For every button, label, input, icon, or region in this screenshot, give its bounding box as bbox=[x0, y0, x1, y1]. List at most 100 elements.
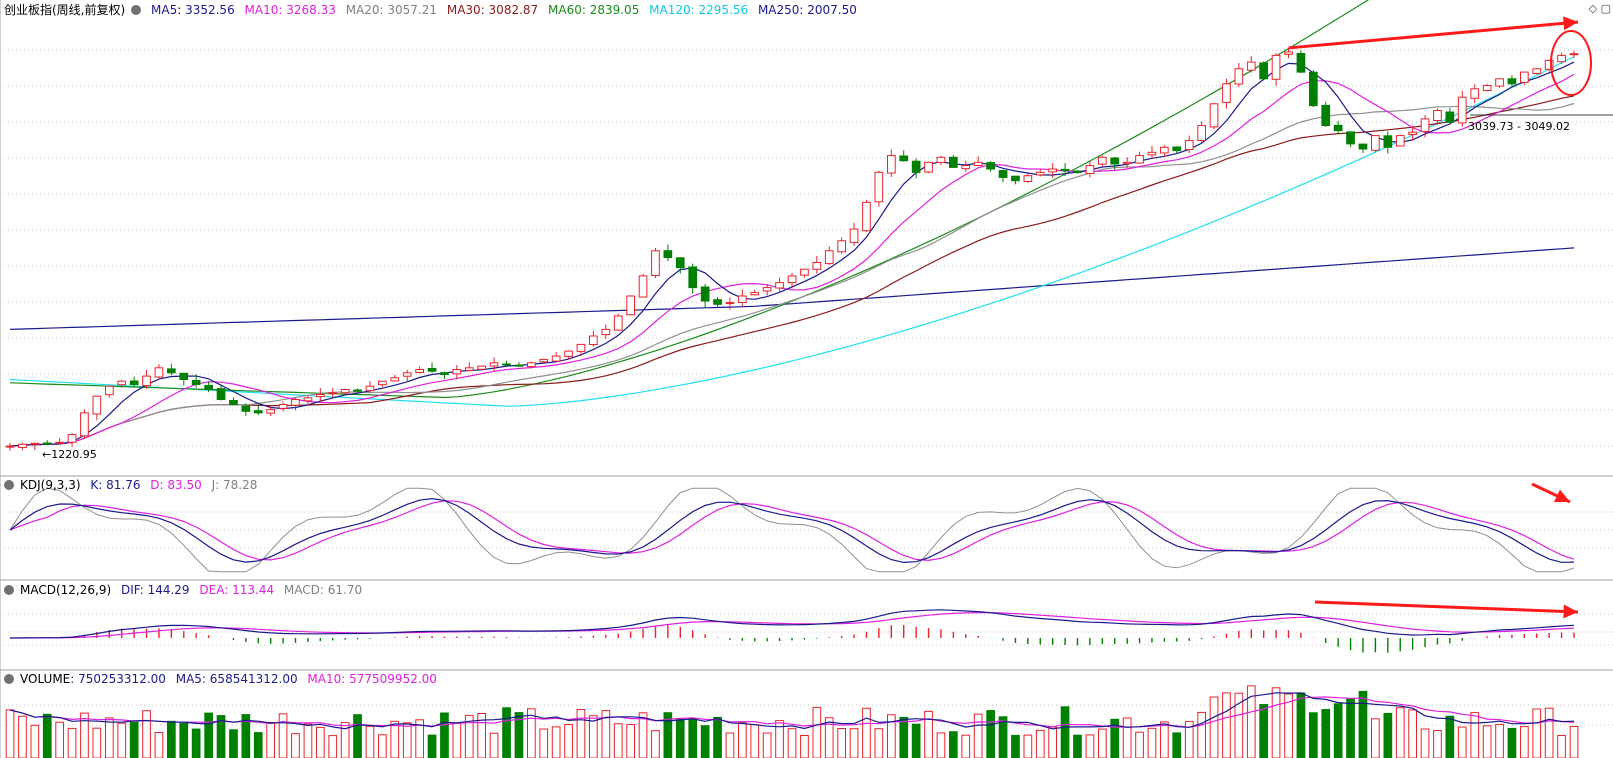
candle bbox=[601, 328, 611, 336]
macd-dif: DIF: 144.29 bbox=[120, 583, 190, 597]
volume-bar bbox=[539, 728, 549, 758]
volume-bar bbox=[651, 730, 660, 758]
macd-trend-arrow bbox=[1314, 600, 1579, 614]
candle bbox=[1358, 143, 1368, 150]
candle bbox=[1011, 175, 1020, 182]
candle bbox=[1321, 104, 1331, 127]
candle bbox=[464, 367, 474, 371]
volume-bar bbox=[278, 713, 288, 758]
candle bbox=[651, 250, 660, 277]
macd-settings-icon[interactable] bbox=[4, 585, 14, 595]
candle bbox=[973, 161, 983, 167]
candle bbox=[204, 384, 214, 390]
candle bbox=[67, 434, 77, 443]
candle bbox=[961, 165, 971, 170]
candle bbox=[1333, 124, 1343, 132]
volume-settings-icon[interactable] bbox=[4, 674, 14, 684]
volume-bar bbox=[986, 710, 995, 758]
volume-bar bbox=[1346, 698, 1355, 758]
candle bbox=[1495, 78, 1504, 87]
volume-bar bbox=[216, 715, 226, 758]
candle bbox=[527, 362, 536, 368]
candle bbox=[415, 369, 424, 373]
diamond-icon[interactable]: ◇ bbox=[1588, 2, 1598, 15]
volume-bar bbox=[1408, 709, 1418, 758]
candle bbox=[787, 275, 797, 284]
volume-bar bbox=[1222, 692, 1231, 758]
candle bbox=[613, 315, 623, 331]
candle bbox=[92, 395, 102, 415]
price-trend-arrow-head bbox=[1563, 16, 1578, 31]
candle bbox=[551, 355, 561, 362]
volume-bar bbox=[464, 714, 474, 758]
candle bbox=[1346, 131, 1355, 145]
volume-bar bbox=[390, 720, 400, 758]
candle bbox=[390, 377, 400, 382]
volume-ma5: MA5: 658541312.00 bbox=[175, 672, 298, 686]
kdj-settings-icon[interactable] bbox=[4, 480, 14, 490]
settings-dot-icon[interactable] bbox=[131, 5, 142, 15]
window-controls: ◇ ▢ bbox=[1589, 2, 1611, 15]
range-label: 3039.73 - 3049.02 bbox=[1468, 120, 1570, 133]
volume-bar bbox=[725, 732, 735, 758]
macd-hist: MACD: 61.70 bbox=[283, 583, 363, 597]
candle bbox=[167, 368, 176, 374]
candle bbox=[80, 412, 89, 437]
candle bbox=[402, 372, 412, 377]
volume-bar bbox=[167, 720, 176, 758]
candle bbox=[502, 363, 511, 366]
kdj-k: K: 81.76 bbox=[90, 478, 141, 492]
volume-bar bbox=[936, 732, 946, 758]
candle bbox=[1160, 146, 1169, 154]
candle bbox=[1284, 51, 1293, 55]
candle bbox=[179, 372, 189, 380]
candle bbox=[564, 350, 573, 357]
volume-bar bbox=[1271, 687, 1281, 758]
candle bbox=[278, 404, 288, 409]
candle bbox=[1271, 54, 1281, 80]
volume-bar bbox=[1321, 709, 1331, 758]
volume-bar bbox=[1197, 711, 1207, 758]
candle bbox=[191, 379, 201, 385]
macd-panel-header: MACD(12,26,9) DIF: 144.29 DEA: 113.44 MA… bbox=[4, 582, 368, 598]
volume-bar bbox=[700, 725, 710, 758]
candle bbox=[1147, 151, 1157, 156]
candle bbox=[440, 372, 449, 376]
highlight-circle bbox=[1550, 30, 1592, 96]
candle bbox=[1309, 71, 1318, 107]
candle bbox=[1222, 83, 1231, 103]
candle bbox=[911, 160, 921, 173]
candle bbox=[1085, 165, 1095, 175]
volume-bar bbox=[303, 723, 313, 758]
volume-bar bbox=[713, 716, 722, 758]
kdj-panel-header: KDJ(9,3,3) K: 81.76 D: 83.50 J: 78.28 bbox=[4, 477, 263, 493]
volume-bar bbox=[1035, 729, 1045, 758]
candle bbox=[1073, 170, 1082, 173]
volume-bar bbox=[613, 723, 623, 758]
candle bbox=[1532, 68, 1542, 75]
candle bbox=[1048, 168, 1058, 173]
volume-bar bbox=[18, 715, 27, 758]
volume-bar bbox=[1520, 726, 1529, 758]
kdj-d: D: 83.50 bbox=[150, 478, 202, 492]
candle bbox=[340, 389, 350, 394]
candle bbox=[663, 250, 673, 258]
volume-bar bbox=[1184, 720, 1194, 758]
volume-bar bbox=[1507, 727, 1517, 758]
restore-icon[interactable]: ▢ bbox=[1600, 2, 1611, 15]
candle bbox=[688, 266, 698, 289]
candle bbox=[1395, 135, 1405, 147]
volume-bar bbox=[440, 712, 449, 758]
volume-bar bbox=[1309, 712, 1318, 758]
candle bbox=[1098, 156, 1107, 165]
ma10-legend: MA10: 3268.33 bbox=[244, 3, 336, 17]
volume-bar bbox=[328, 735, 338, 758]
candle bbox=[105, 385, 114, 396]
candle bbox=[887, 155, 896, 174]
volume-bar bbox=[899, 716, 909, 758]
ma20-line bbox=[9, 102, 1575, 447]
price-trend-arrow bbox=[1288, 20, 1579, 50]
volume-bar bbox=[911, 723, 921, 758]
volume-bar bbox=[1098, 728, 1107, 758]
volume-bar bbox=[253, 732, 263, 758]
